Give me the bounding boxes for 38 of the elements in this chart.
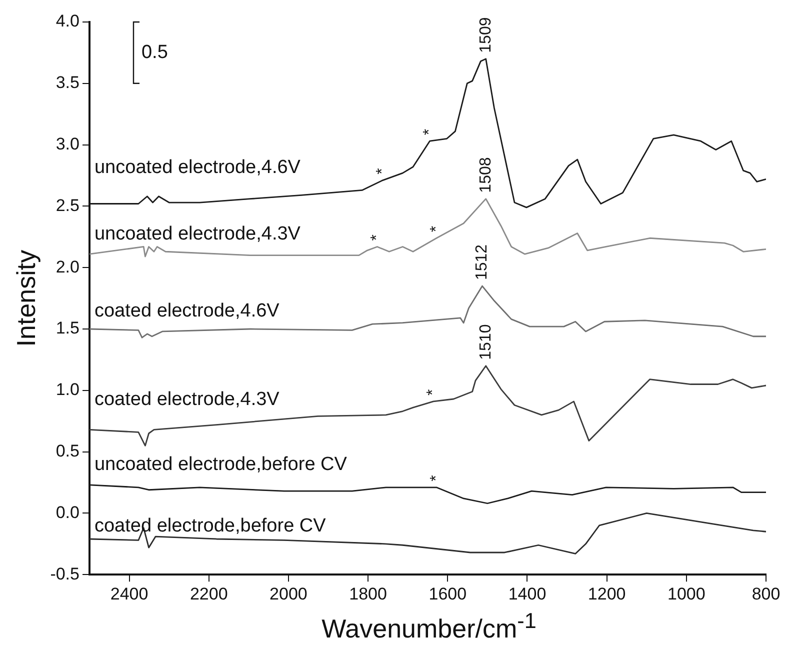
x-tick-label: 1800 bbox=[349, 584, 387, 604]
x-tick-label: 2400 bbox=[110, 584, 148, 604]
y-tick-label: 2.0 bbox=[56, 257, 80, 276]
y-tick-label: 2.5 bbox=[56, 196, 80, 215]
x-tick-label: 1000 bbox=[667, 584, 706, 604]
x-tick-label: 1200 bbox=[588, 584, 626, 604]
y-tick-label: 4.0 bbox=[56, 12, 80, 31]
annotation: * bbox=[424, 389, 442, 396]
annotation: 1509 bbox=[477, 17, 494, 53]
y-tick-label: 1.5 bbox=[56, 318, 80, 338]
annotation: 1510 bbox=[477, 324, 494, 360]
y-tick-label: -0.5 bbox=[50, 564, 80, 584]
x-tick-label: 1600 bbox=[428, 584, 467, 604]
y-tick-label: 3.0 bbox=[56, 134, 80, 154]
series-label: uncoated electrode,4.6V bbox=[94, 157, 301, 178]
annotation: 1512 bbox=[474, 244, 491, 280]
series-label: coated electrode,4.6V bbox=[94, 300, 280, 322]
y-tick-label: 1.0 bbox=[56, 380, 80, 400]
y-tick-label: 0.0 bbox=[56, 502, 80, 522]
annotation: * bbox=[428, 475, 445, 482]
y-axis-title: Intensity bbox=[10, 250, 41, 347]
y-tick-label: 0.5 bbox=[56, 441, 80, 460]
annotation: 0.5 bbox=[141, 42, 168, 63]
series-label: coated electrode,4.3V bbox=[94, 389, 280, 410]
y-tick-label: 3.5 bbox=[56, 73, 80, 92]
x-tick-label: 2000 bbox=[270, 584, 308, 604]
series-label: uncoated electrode,4.3V bbox=[94, 223, 301, 244]
x-axis-title: Wavenumber/cm$^{-1}$ bbox=[320, 608, 538, 645]
x-tick-label: 2200 bbox=[190, 584, 228, 604]
annotation: * bbox=[421, 128, 438, 136]
annotation: * bbox=[428, 226, 445, 232]
x-tick-label: 800 bbox=[752, 584, 780, 604]
annotation: 1508 bbox=[477, 157, 494, 193]
series-label: coated electrode,before CV bbox=[94, 516, 326, 537]
x-tick-label: 1400 bbox=[508, 584, 546, 604]
annotation: * bbox=[368, 234, 386, 241]
annotation: * bbox=[374, 168, 391, 174]
series-label: uncoated electrode,before CV bbox=[94, 454, 348, 476]
